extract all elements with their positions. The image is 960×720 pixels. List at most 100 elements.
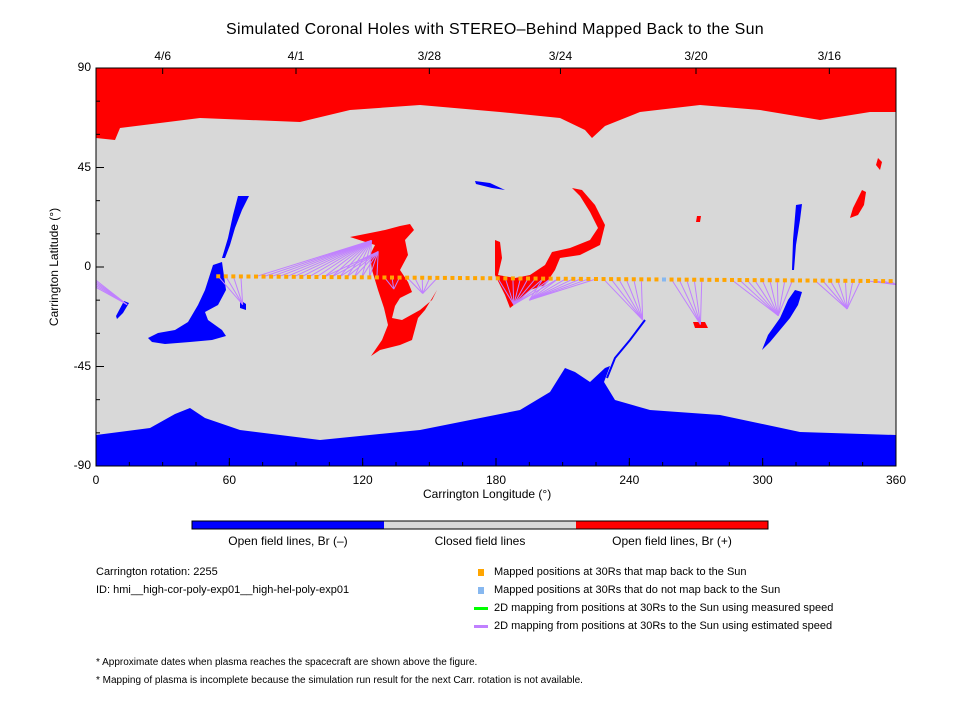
mapped-point: [737, 278, 742, 283]
mapped-point: [367, 275, 372, 280]
mapped-point: [571, 276, 576, 281]
mapped-point: [495, 276, 500, 281]
mapping-line: [286, 240, 372, 278]
mapping-line: [361, 251, 379, 278]
mapping-line: [777, 280, 786, 316]
mapped-point: [616, 277, 621, 282]
mapping-line: [422, 277, 438, 294]
mapping-line: [316, 240, 372, 278]
mapping-line: [331, 240, 372, 278]
x-tick-label: 180: [485, 473, 507, 487]
mapped-point: [541, 276, 546, 281]
mapped-point: [745, 278, 750, 283]
mapped-point: [782, 278, 787, 283]
legend-item-not-mapped: Mapped positions at 30Rs that do not map…: [478, 584, 780, 596]
mapped-point: [684, 277, 689, 282]
mapped-point: [374, 275, 379, 280]
y-axis-label: Carrington Latitude (°): [47, 207, 61, 327]
mapped-point: [458, 276, 462, 281]
mapped-point: [881, 279, 886, 284]
mapped-point: [397, 275, 402, 280]
mapping-line: [504, 278, 515, 305]
mapped-point: [223, 274, 228, 279]
mapping-line: [422, 277, 431, 294]
legend-item-estimated: 2D mapping from positions at 30Rs to the…: [474, 620, 832, 632]
x-tick-label: 0: [92, 473, 100, 487]
mapped-point: [427, 275, 432, 280]
run-id: ID: hmi__high-cor-poly-exp01__high-hel-p…: [96, 584, 350, 596]
mapping-line: [353, 251, 379, 278]
date-tick-label: 4/1: [287, 49, 305, 63]
mapping-line: [776, 280, 779, 316]
red-spot-right: [876, 158, 882, 170]
mapped-point: [775, 278, 780, 283]
mapped-point: [624, 277, 629, 282]
mapping-line: [528, 278, 552, 301]
mapping-line: [376, 251, 379, 278]
y-tick-label: -90: [73, 458, 91, 472]
mapping-line: [278, 240, 372, 278]
mapping-line: [844, 280, 848, 310]
mapping-line: [331, 251, 379, 278]
mapped-point: [269, 274, 274, 279]
mapping-line: [513, 278, 529, 305]
mapping-line: [610, 278, 644, 321]
mapped-point: [261, 274, 266, 279]
mapped-point: [609, 277, 614, 282]
mapped-point: [276, 274, 281, 279]
purple-line-icon: [474, 624, 488, 628]
mapped-point: [246, 274, 251, 279]
x-tick-label: 60: [222, 473, 237, 487]
mapped-point: [291, 274, 296, 279]
mapping-line: [846, 280, 861, 310]
date-tick-label: 3/20: [684, 49, 708, 63]
mapped-point: [677, 277, 682, 282]
red-hole-right: [850, 190, 866, 218]
blue-streak-right: [792, 204, 802, 270]
mapped-point: [594, 276, 598, 281]
y-tick-label: 90: [77, 60, 91, 74]
note-incomplete: * Mapping of plasma is incomplete becaus…: [96, 675, 583, 686]
carrington-rotation: Carrington rotation: 2255: [96, 566, 218, 578]
north-polar-hole: [96, 68, 896, 140]
x-tick-label: 240: [619, 473, 640, 487]
mapping-line: [338, 240, 372, 278]
mapped-point: [850, 278, 855, 283]
red-spot-mid: [696, 216, 701, 222]
mapped-point: [601, 277, 606, 282]
mapped-point: [216, 274, 221, 279]
mapped-point: [533, 276, 538, 281]
axis-ticks: [95, 67, 897, 467]
mapped-point: [699, 277, 704, 282]
mapped-point: [548, 276, 553, 281]
mapping-line: [777, 280, 793, 316]
mapped-point: [790, 278, 795, 283]
mapping-line: [671, 279, 701, 325]
mapped-point: [382, 275, 387, 280]
mapped-point: [669, 277, 674, 282]
colorbar-segment-positive: [576, 521, 768, 529]
mapped-point: [284, 274, 289, 279]
colorbar-label-positive: Open field lines, Br (+): [612, 534, 732, 548]
date-tick-label: 3/24: [548, 49, 573, 63]
mapped-point: [337, 275, 342, 280]
x-tick-label: 300: [752, 473, 773, 487]
mapped-point: [828, 278, 833, 283]
note-dates: * Approximate dates when plasma reaches …: [96, 657, 478, 668]
mapped-point: [518, 276, 523, 281]
mapped-point: [805, 278, 810, 283]
mapping-line: [225, 276, 244, 305]
green-line-icon: [474, 606, 488, 610]
mapping-line: [640, 279, 644, 321]
colorbar-label-negative: Open field lines, Br (–): [228, 534, 348, 548]
mapped-point: [835, 278, 840, 283]
mapping-line: [497, 278, 515, 305]
mapping-line: [338, 251, 379, 278]
legend-item-mapped: Mapped positions at 30Rs that map back t…: [478, 566, 747, 578]
south-polar-hole: [96, 366, 896, 466]
date-tick-label: 3/16: [817, 49, 842, 63]
mapped-point: [707, 277, 712, 282]
mapped-point: [390, 275, 394, 280]
mapping-line: [699, 279, 703, 325]
